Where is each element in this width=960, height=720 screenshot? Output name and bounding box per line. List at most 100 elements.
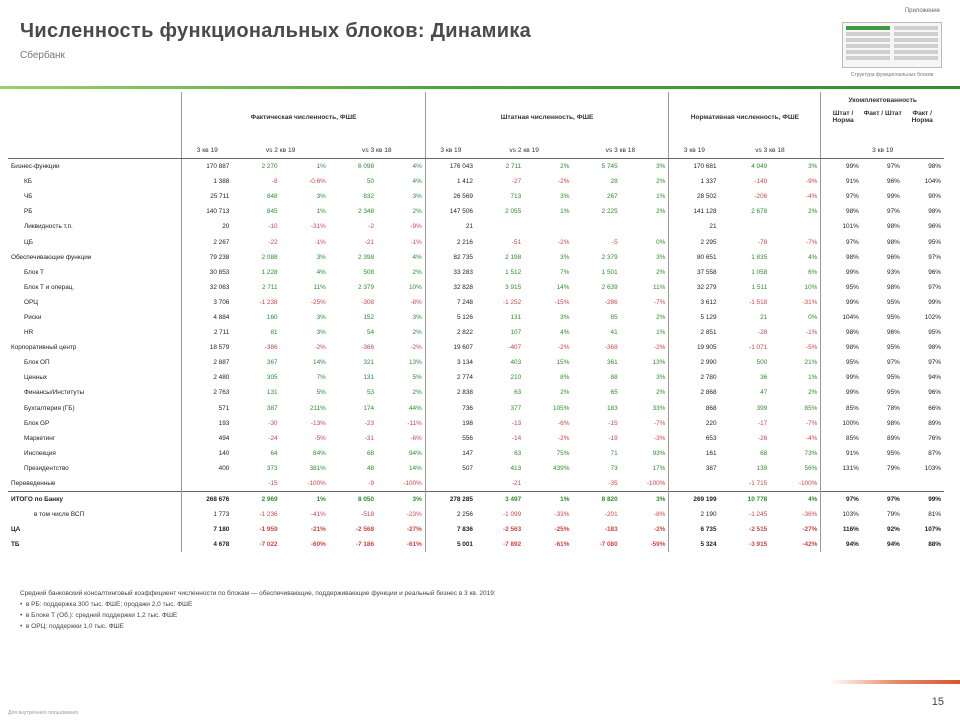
table-cell: 2 398 [358, 253, 375, 261]
table-cell: 98% [820, 325, 862, 341]
row-label: Ценных [24, 374, 48, 382]
table-cell: 98% [928, 208, 941, 216]
table-cell: -0.6% [309, 178, 326, 186]
group-header-normative: Нормативная численность, ФШЕ [668, 92, 821, 142]
table-cell: 14% [408, 464, 422, 472]
table-cell: 71 [610, 449, 618, 457]
table-cell: 3% [560, 253, 570, 261]
row-label: Маркетинг [24, 434, 56, 442]
table-row: Корпоративный центр 18 579 -386 -2% -366 -2% 1… [8, 340, 944, 356]
row-label: ТБ [11, 541, 20, 549]
table-cell: 91% [820, 445, 862, 461]
table-cell: -2% [410, 344, 422, 352]
table-cell: 50 [366, 178, 375, 186]
table-cell: 3% [412, 313, 422, 321]
table-row: Риски 4 884 160 3% 152 3% 5 126 131 3% 85 2% 5 129 2… [8, 309, 944, 326]
table-cell: 2 822 [424, 325, 476, 341]
table-row: ОРЦ 3 706 -1 238 -25% -308 -8% 7 248 -1 252 -15%… [8, 294, 944, 310]
table-cell: 81% [928, 511, 941, 519]
table-cell: 131 [510, 313, 522, 321]
table-cell [524, 219, 572, 234]
table-cell: 3 915 [505, 283, 522, 291]
table-cell: -386 [264, 344, 278, 352]
table-cell: 8 820 [572, 491, 621, 508]
subheader-staff-vsy: vs 3 кв 18 [572, 142, 669, 159]
table-cell: 53 [366, 389, 375, 397]
staffing-title: Укомплектованность [848, 97, 917, 104]
table-cell: 30 853 [181, 264, 233, 280]
table-row: Бизнес-функции 170 887 2 270 1% 6 098 4% 176 0… [8, 158, 944, 175]
table-cell: 868 [668, 400, 720, 416]
table-cell: 147 [424, 445, 476, 461]
table-cell: -23% [406, 511, 422, 519]
table-cell: 98% [887, 419, 900, 427]
table-cell: 269 199 [668, 491, 720, 508]
table-cell: 2 780 [668, 370, 720, 386]
table-cell: -31% [802, 298, 818, 306]
table-cell: -7 186 [355, 541, 375, 549]
table-cell: 32 279 [668, 279, 720, 295]
table-cell: -1 959 [259, 526, 278, 534]
table-cell: 147 506 [424, 204, 476, 220]
table-cell: 78% [887, 404, 900, 412]
table-cell: 94% [820, 537, 862, 553]
table-cell [572, 219, 620, 234]
table-cell: -7% [805, 419, 818, 427]
table-cell: -100% [307, 480, 326, 488]
table-cell: 5 745 [601, 163, 618, 171]
table-cell: 95% [887, 313, 900, 321]
table-cell: -78 [757, 238, 768, 246]
table-cell: 95% [928, 329, 941, 337]
table-cell: 95% [887, 344, 900, 352]
table-cell: 96% [928, 389, 941, 397]
table-cell: -3% [654, 434, 666, 442]
table-cell: 2 763 [181, 385, 233, 401]
table-cell: -9% [410, 223, 422, 231]
table-cell: 1 337 [668, 174, 720, 190]
table-cell: 508 [363, 268, 375, 276]
table-cell: 7 180 [181, 522, 233, 538]
table-cell: 68 [366, 449, 375, 457]
table-cell: 94% [928, 374, 941, 382]
corner-header [8, 92, 182, 142]
table-cell: 2% [412, 268, 422, 276]
table-cell: -286 [604, 298, 618, 306]
table-cell: -24 [268, 434, 278, 442]
table-cell: 556 [424, 430, 476, 446]
table-cell: 18 579 [181, 340, 233, 356]
table-cell: 3% [560, 313, 570, 321]
table-cell: 7% [316, 374, 326, 382]
table-cell: 11% [313, 283, 326, 291]
table-cell: 5% [412, 374, 422, 382]
table-cell: -183 [604, 526, 618, 534]
table-cell: 79% [887, 464, 900, 472]
table-cell: 64 [270, 449, 278, 457]
table-cell: 95% [887, 449, 900, 457]
group-header-actual: Фактическая численность, ФШЕ [181, 92, 426, 142]
table-cell: 5 001 [424, 537, 476, 553]
table-cell: 87% [928, 449, 941, 457]
headcount-table: Фактическая численность, ФШЕ Штатная чис… [8, 92, 944, 553]
row-label: Бизнес-функции [11, 163, 60, 171]
table-cell: 174 [363, 404, 375, 412]
table-cell: -2 515 [749, 526, 768, 534]
table-row: Блок Т и операц. 32 063 2 711 11% 2 379 10% 32… [8, 279, 944, 295]
table-cell: 183 [606, 404, 618, 412]
table-cell: 3% [620, 491, 669, 508]
table-cell: 63 [514, 389, 522, 397]
table-cell: 98% [887, 238, 900, 246]
table-cell: 10% [408, 283, 422, 291]
table-cell: 1% [316, 163, 326, 171]
table-cell: -1 099 [503, 511, 522, 519]
table-cell: 4 678 [181, 537, 233, 553]
table-cell: -518 [361, 511, 375, 519]
table-cell: 85% [804, 404, 818, 412]
table-cell: -308 [361, 298, 375, 306]
table-cell: -13 [511, 419, 522, 427]
table-row: Блок ОП 2 887 367 14% 321 13% 3 134 403 15% 361 13… [8, 355, 944, 371]
table-cell: 439% [553, 464, 570, 472]
row-label: Переведенные [11, 480, 56, 488]
table-row: Переведенные -15 -100% -9 -100% -21 -35 -100% -1… [8, 475, 944, 492]
table-cell: 79 238 [181, 249, 233, 265]
table-cell: 99% [820, 370, 862, 386]
